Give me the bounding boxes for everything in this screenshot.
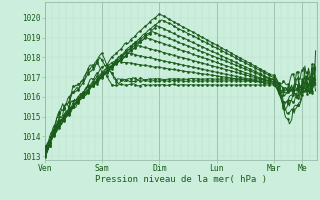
X-axis label: Pression niveau de la mer( hPa ): Pression niveau de la mer( hPa )	[95, 175, 267, 184]
